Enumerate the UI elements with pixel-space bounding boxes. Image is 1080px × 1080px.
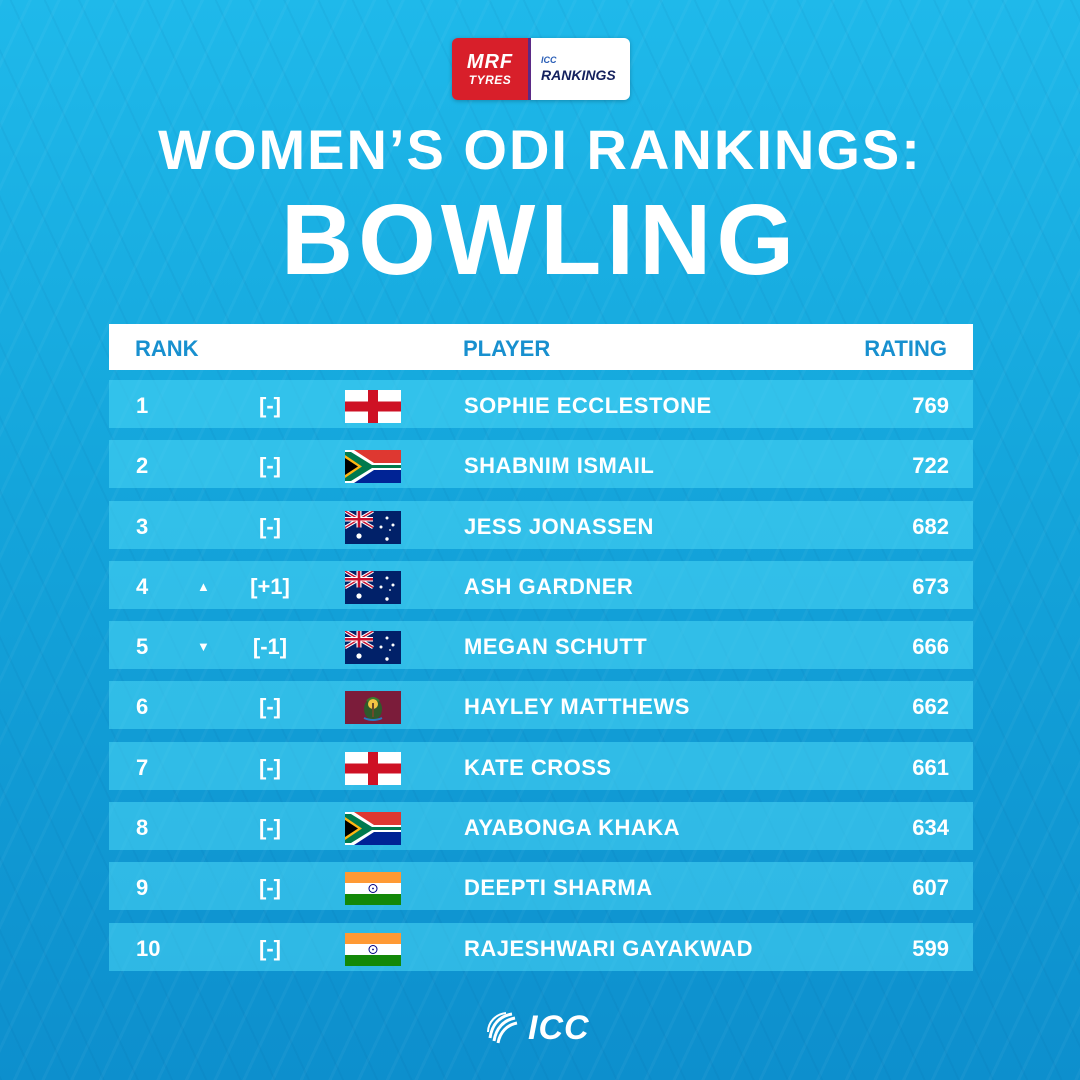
player-name: HAYLEY MATTHEWS [464,694,690,720]
rating-value: 607 [912,875,949,901]
australia-flag [345,631,401,665]
rank-movement: [-] [259,513,281,539]
header-player: PLAYER [463,336,551,361]
player-name: KATE CROSS [464,754,612,780]
rating-value: 599 [912,935,949,961]
player-name: MEGAN SCHUTT [464,634,648,660]
page-subtitle: BOWLING [280,184,800,296]
rank-value: 6 [136,694,149,720]
table-row: 5 ▼ [-1] MEGAN SCHUTT 666 [109,621,973,670]
icc-ball-icon [487,1012,518,1044]
rank-value: 7 [136,754,149,780]
rank-value: 9 [136,875,149,901]
rating-value: 682 [912,513,949,539]
rank-value: 8 [136,815,149,841]
england-flag [345,390,401,423]
mrf-icc-rankings-logo: MRF TYRES ICC RANKINGS [452,38,630,100]
south-africa-flag [345,812,401,846]
table-row: 6 [-] HAYLEY MATTHEWS 662 [109,681,973,730]
player-name: AYABONGA KHAKA [464,815,681,841]
rank-value: 4 [136,573,149,599]
australia-flag [345,510,401,544]
rank-movement: [-] [259,694,281,720]
rank-value: 10 [136,935,161,961]
table-header: RANK PLAYER RATING [109,324,973,370]
rank-movement: [-] [259,754,281,780]
player-name: DEEPTI SHARMA [464,875,653,901]
table-row: 8 [-] AYABONGA KHAKA 634 [109,802,973,851]
rank-value: 5 [136,634,149,660]
mrf-tyres-logo: MRF TYRES [452,38,528,100]
rank-movement: [-] [259,393,281,418]
down-arrow-icon: ▼ [197,639,210,655]
rank-movement: [-] [259,935,281,961]
header-rating: RATING [864,336,947,361]
rank-value: 1 [136,393,149,418]
table-row: 2 [-] SHABNIM ISMAIL 722 [109,440,973,489]
rank-movement: [-] [259,875,281,901]
rank-movement: [-] [259,815,281,841]
table-row: 9 [-] DEEPTI SHARMA 607 [109,862,973,911]
table-row: 3 [-] JESS JONASSEN 682 [109,500,973,549]
player-name: SHABNIM ISMAIL [464,453,655,479]
rankings-table: RANK PLAYER RATING 1 [-] SOPHIE ECCLESTONE… [109,324,973,983]
rankings-logo-text: RANKINGS [541,67,616,83]
tyres-logo-text: TYRES [468,73,512,87]
india-flag [345,872,401,906]
england-flag [345,751,401,785]
rank-movement: [-1] [252,634,288,660]
up-arrow-icon: ▲ [197,578,210,594]
west-indies-flag [345,691,401,725]
rating-value: 673 [912,573,949,599]
rank-movement: [+1] [250,573,290,599]
table-row: 1 [-] SOPHIE ECCLESTONE 769 [109,380,973,428]
icc-footer-logo: ICC [482,1008,590,1048]
table-row: 4 ▲ [+1] ASH GARDNER 673 [109,560,973,609]
table-row: 7 [-] KATE CROSS 661 [109,741,973,790]
icc-rankings-logo: ICC RANKINGS [528,38,630,100]
rank-value: 2 [136,453,149,479]
icc-footer-text: ICC [528,1008,590,1047]
player-name: SOPHIE ECCLESTONE [464,393,712,418]
australia-flag [345,570,401,604]
rating-value: 662 [912,694,949,720]
mrf-logo-text: MRF [466,51,514,73]
header-rank: RANK [135,336,199,361]
rating-value: 666 [912,634,949,660]
rating-value: 722 [912,453,949,479]
rating-value: 634 [912,815,949,841]
player-name: JESS JONASSEN [464,513,654,539]
rank-value: 3 [136,513,149,539]
rank-movement: [-] [259,453,281,479]
table-body: 1 [-] SOPHIE ECCLESTONE 769 2 [-] SHABNIM ISMA… [109,380,973,971]
player-name: RAJESHWARI GAYAKWAD [464,935,754,961]
south-africa-flag [345,450,401,484]
icc-logo-text: ICC [541,55,557,65]
page-title: WOMEN’S ODI RANKINGS: [158,118,922,181]
india-flag [345,932,401,966]
player-name: ASH GARDNER [464,573,634,599]
rating-value: 661 [912,754,949,780]
table-row: 10 [-] RAJESHWARI GAYAKWAD 599 [109,922,973,971]
rating-value: 769 [912,393,949,418]
